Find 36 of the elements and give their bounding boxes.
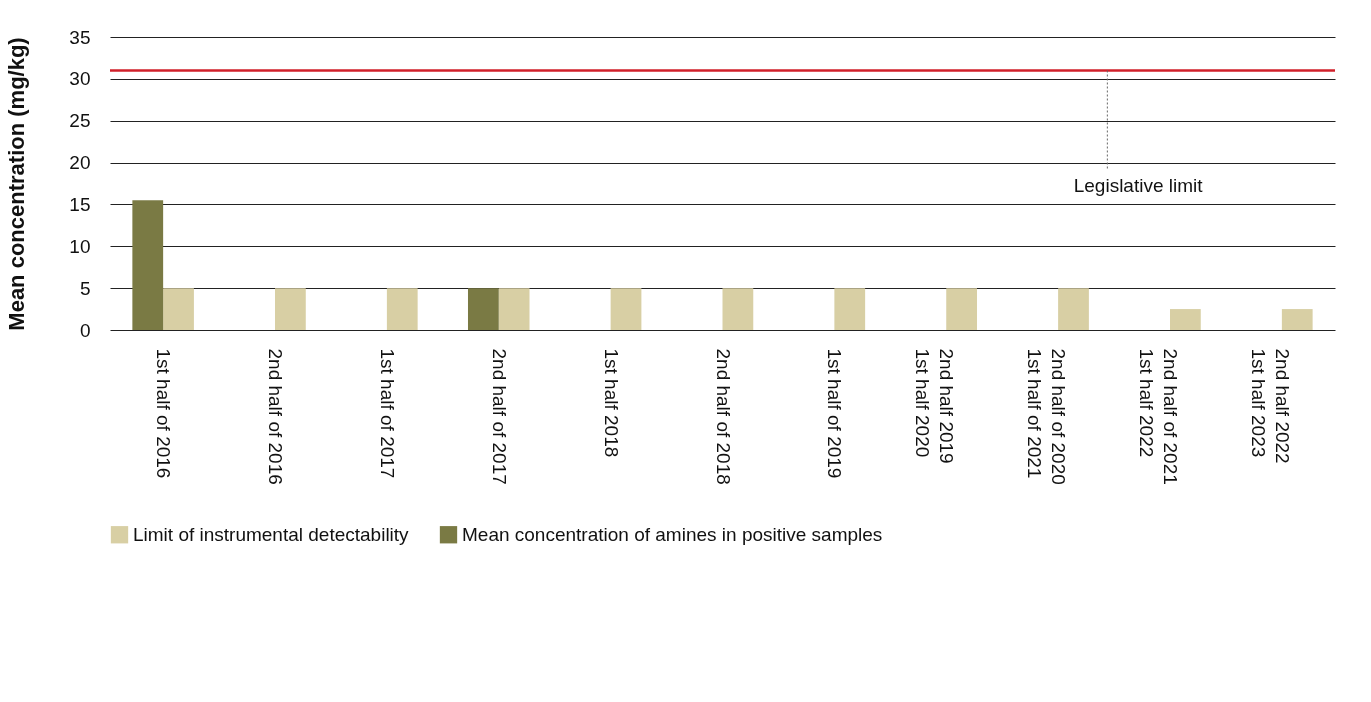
y-tick-label: 5 xyxy=(79,277,91,299)
y-tick-label: 30 xyxy=(69,68,91,90)
y-tick-label: 20 xyxy=(69,152,91,174)
legend-label: Mean concentration of amines in positive samples xyxy=(462,523,883,545)
x-tick-label: 2nd half of 2018 xyxy=(712,348,734,485)
x-tick-label: 2nd half of 2016 xyxy=(265,348,287,485)
bar xyxy=(1281,309,1313,330)
x-tick-label: 2nd half of 2020 1st half of 2021 xyxy=(1024,348,1070,485)
bar xyxy=(610,288,642,330)
bar xyxy=(834,288,866,330)
bar xyxy=(163,288,194,330)
bar xyxy=(722,288,754,330)
y-tick-label: 0 xyxy=(79,319,91,341)
bar xyxy=(275,288,306,330)
x-tick-label: 1st half of 2017 xyxy=(376,348,398,479)
y-tick-label: 10 xyxy=(69,235,91,257)
x-tick-label: 1st half 2018 xyxy=(600,348,622,458)
x-tick-label: 1st half of 2016 xyxy=(153,348,175,479)
y-axis-title: Mean concentration (mg/kg) xyxy=(4,37,30,331)
bar xyxy=(386,288,418,330)
x-tick-label: 2nd half of 2017 xyxy=(488,348,510,485)
y-tick-label: 35 xyxy=(69,26,91,48)
x-tick-label: 2nd half of 2021 1st half 2022 xyxy=(1135,348,1181,485)
x-tick-label: 2nd half 2022 1st half 2023 xyxy=(1247,348,1293,464)
bar xyxy=(1169,309,1201,330)
x-tick-label: 2nd half 2019 1st half 2020 xyxy=(912,348,958,464)
bar xyxy=(467,288,499,330)
bar xyxy=(946,288,978,330)
x-tick-label: 1st half of 2019 xyxy=(824,348,846,479)
ref-line-label: Legislative limit xyxy=(1073,174,1204,196)
bar xyxy=(1058,288,1089,330)
legend-label: Limit of instrumental detectability xyxy=(133,523,410,545)
y-tick-label: 25 xyxy=(69,110,91,132)
bar xyxy=(498,288,530,330)
y-tick-label: 15 xyxy=(69,193,91,215)
bar xyxy=(132,200,164,330)
